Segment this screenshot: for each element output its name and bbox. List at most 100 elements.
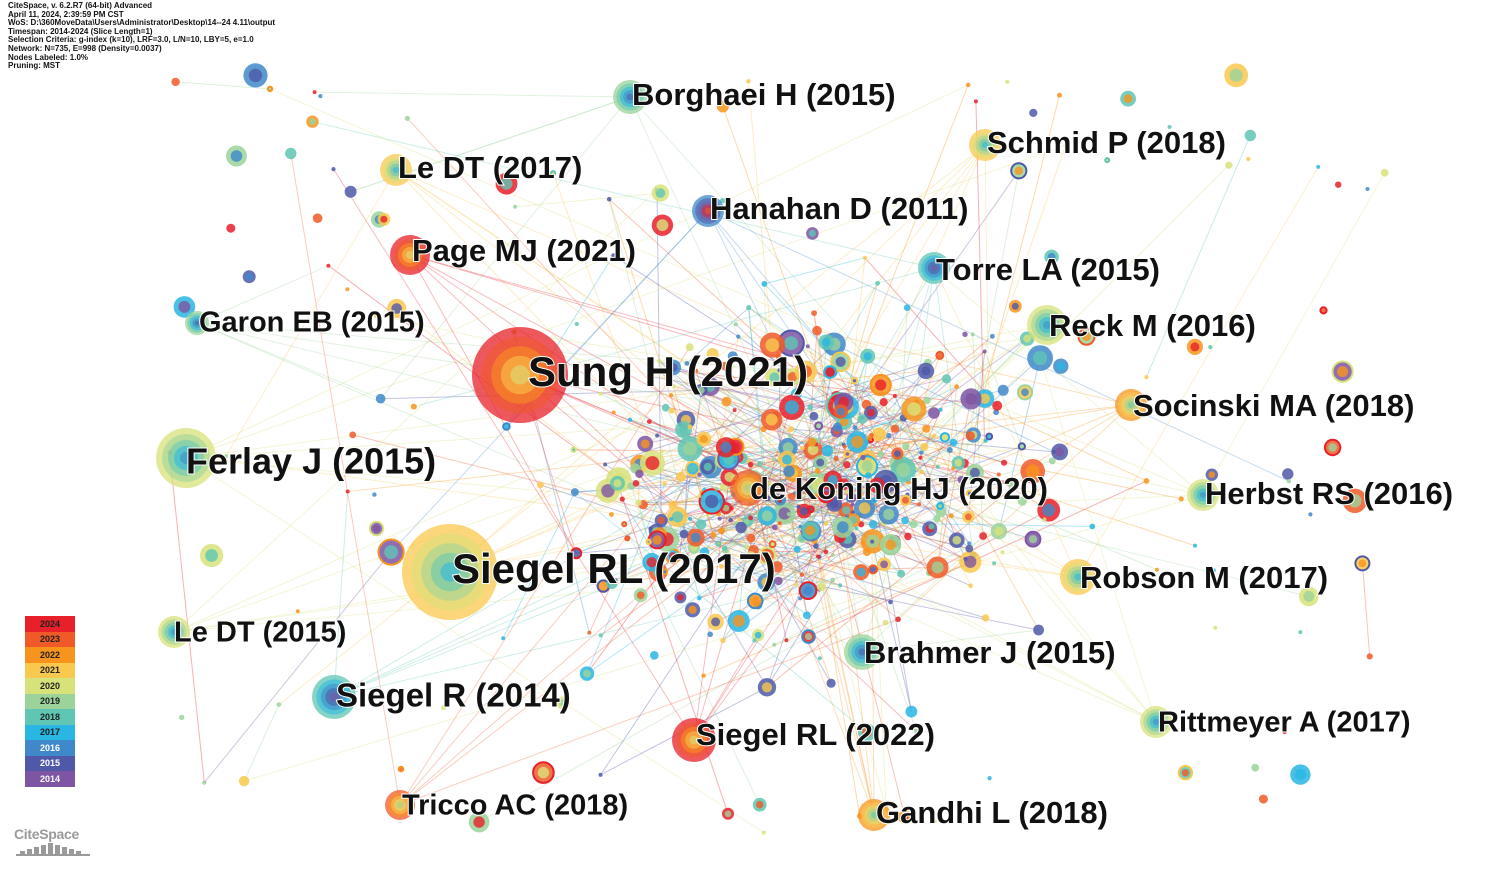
labeled-node[interactable]: [858, 799, 890, 831]
network-node: [818, 334, 835, 351]
network-node: [611, 410, 616, 415]
network-node: [860, 348, 876, 364]
network-node: [814, 468, 821, 474]
network-node: [830, 553, 835, 557]
node-label: Sung H (2021): [528, 348, 808, 395]
citation-edge: [766, 579, 834, 688]
network-node: [936, 502, 944, 510]
citation-edge: [312, 121, 935, 269]
citation-edge: [225, 169, 397, 457]
labeled-node[interactable]: [1060, 559, 1096, 595]
labeled-node[interactable]: [918, 252, 950, 284]
network-node: [611, 253, 616, 258]
citation-edge: [278, 144, 986, 705]
labeled-node[interactable]: [385, 790, 415, 820]
network-node: [794, 582, 799, 587]
network-node: [897, 569, 906, 578]
labeled-node[interactable]: [969, 129, 1001, 161]
network-node: [667, 506, 688, 528]
network-node: [960, 388, 982, 410]
labeled-node[interactable]: [472, 327, 568, 423]
network-node: [733, 322, 738, 327]
network-node: [838, 502, 854, 518]
network-node: [1001, 459, 1008, 466]
network-node: [767, 481, 773, 486]
network-node: [843, 461, 851, 469]
citation-edge: [871, 541, 912, 712]
citation-edge: [574, 491, 868, 733]
network-node: [1380, 168, 1389, 177]
node-label: Siegel RL (2017): [452, 545, 776, 592]
network-node: [679, 529, 689, 539]
node-label: Le DT (2015): [174, 617, 346, 649]
network-node: [736, 334, 741, 339]
node-label: Gandhi L (2018): [876, 795, 1108, 830]
network-node: [537, 481, 544, 489]
network-node: [823, 365, 837, 379]
citation-edge: [707, 336, 739, 513]
labeled-node[interactable]: [380, 154, 412, 186]
network-node: [857, 486, 864, 493]
citation-edge: [514, 331, 793, 378]
citation-edge: [787, 447, 870, 491]
network-node: [1258, 794, 1268, 804]
network-node: [954, 384, 960, 389]
labeled-node[interactable]: [185, 311, 209, 335]
labeled-node[interactable]: [156, 428, 216, 488]
network-node: [832, 516, 854, 538]
citation-edge: [449, 384, 881, 573]
labeled-node[interactable]: [613, 80, 647, 114]
labeled-node[interactable]: [1027, 305, 1067, 345]
network-node: [833, 404, 848, 419]
network-node: [805, 344, 810, 349]
network-node: [757, 461, 763, 466]
network-node: [1051, 449, 1056, 454]
network-node: [651, 214, 674, 236]
network-node: [1029, 108, 1038, 117]
labeled-node[interactable]: [692, 195, 724, 227]
network-node: [933, 515, 941, 523]
labeled-node[interactable]: [1140, 706, 1172, 738]
citation-edge: [693, 386, 958, 741]
citation-edge: [778, 370, 782, 504]
label-layer: Sung H (2021) Siegel RL (2017) Ferlay J (2…: [173, 76, 1454, 831]
node-label: Schmid P (2018): [987, 125, 1226, 160]
citation-edge: [1361, 563, 1371, 657]
labeled-node[interactable]: [158, 616, 190, 648]
citation-edge: [623, 466, 711, 525]
network-node: [865, 472, 872, 479]
network-node: [671, 384, 676, 389]
citation-edge: [395, 169, 857, 529]
network-node: [823, 521, 829, 526]
network-node: [1177, 765, 1194, 781]
labeled-node[interactable]: [312, 675, 356, 719]
network-node: [373, 311, 380, 318]
citation-edge: [836, 170, 1020, 432]
labeled-node[interactable]: [844, 634, 880, 670]
network-node: [931, 433, 937, 438]
network-node: [714, 486, 719, 491]
citation-edge: [395, 169, 688, 364]
citation-edge: [169, 452, 205, 783]
network-node: [707, 613, 724, 631]
labeled-node[interactable]: [672, 718, 716, 762]
labeled-node[interactable]: [1187, 479, 1219, 511]
network-node: [368, 520, 385, 537]
network-metadata: CiteSpace, v. 6.2.R7 (64-bit) Advanced A…: [8, 1, 275, 71]
network-node: [224, 454, 228, 459]
network-node: [919, 469, 924, 475]
network-node: [941, 374, 952, 384]
citation-edge: [608, 199, 695, 548]
citation-edge: [243, 704, 280, 782]
citation-edge: [617, 483, 729, 814]
labeled-node[interactable]: [1115, 389, 1147, 421]
network-node: [410, 403, 417, 410]
labeled-node[interactable]: [402, 524, 498, 620]
labeled-node[interactable]: [730, 470, 766, 506]
network-node: [718, 527, 725, 535]
network-node: [556, 696, 569, 709]
network-node: [761, 280, 768, 287]
labeled-node[interactable]: [390, 235, 430, 275]
network-node: [806, 227, 819, 240]
network-node: [861, 470, 866, 475]
